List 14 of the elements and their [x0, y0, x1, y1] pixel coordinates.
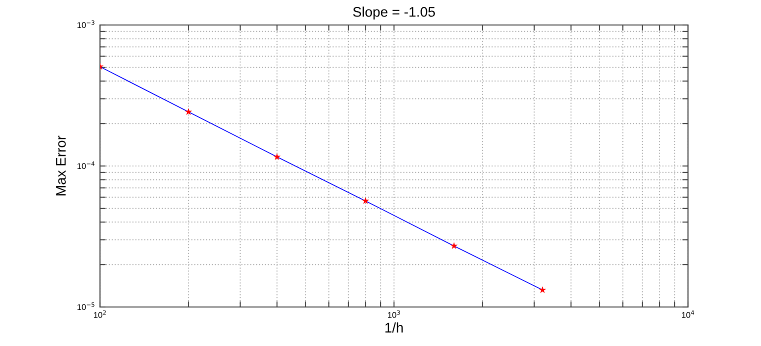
point	[450, 242, 458, 250]
x-tick-label: 10$^{2}$	[94, 310, 106, 318]
point	[273, 153, 281, 160]
x-tick-label: 10$^{3}$	[388, 310, 400, 318]
y-tick-label: 10$^{−5}$	[78, 302, 94, 310]
chart-title: Slope = -1.05	[353, 6, 435, 20]
x-axis-title: 1/h	[385, 322, 403, 333]
point	[538, 286, 546, 294]
y-tick-label: 10$^{−3}$	[78, 20, 94, 28]
point	[184, 108, 192, 115]
point	[362, 197, 370, 204]
y-tick-label: 10$^{−4}$	[78, 162, 95, 170]
x-tick-label: 10$^{4}$	[682, 310, 694, 318]
y-axis-title: Max Error	[56, 136, 66, 196]
